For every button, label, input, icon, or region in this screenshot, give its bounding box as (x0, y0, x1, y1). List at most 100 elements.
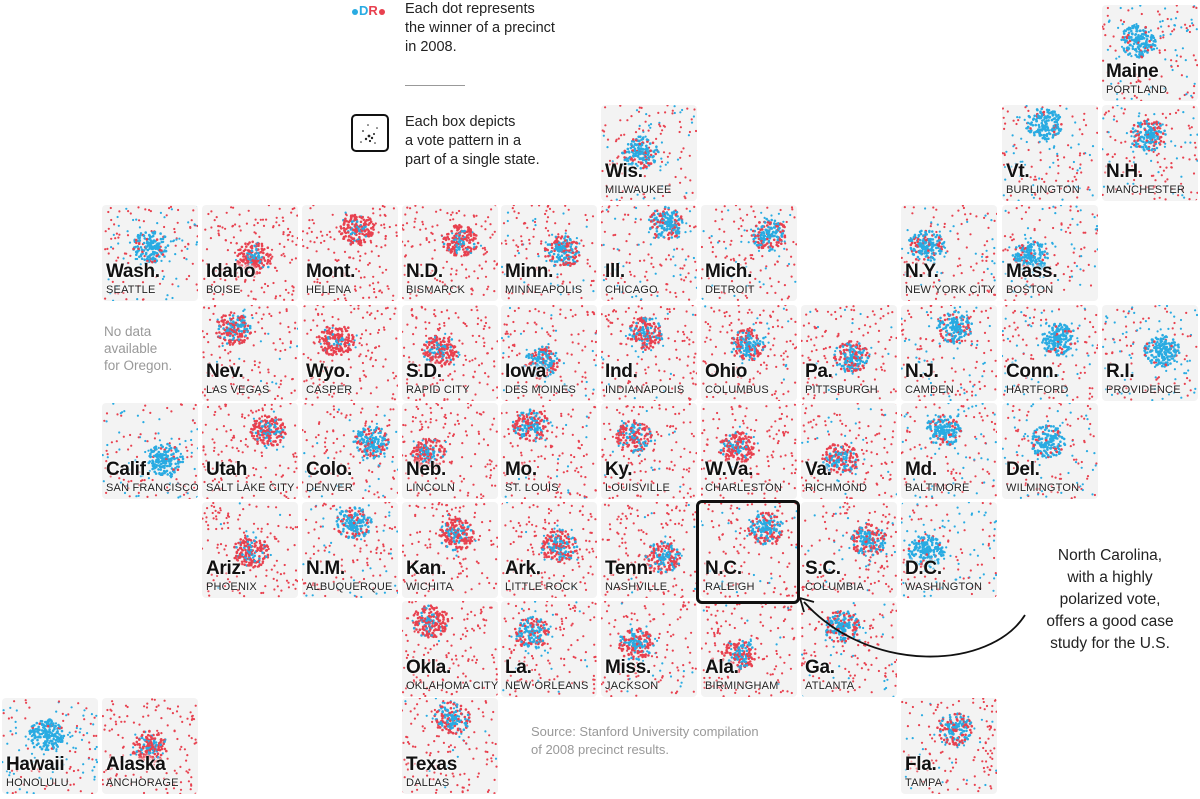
state-name: N.M. (306, 558, 345, 579)
precinct-dots (104, 205, 198, 301)
precinct-dots (302, 403, 398, 499)
city-name: LITTLE ROCK (505, 581, 579, 593)
precinct-dots (601, 205, 697, 301)
precinct-dots (1002, 205, 1098, 301)
annotation-line: North Carolina, (1057, 547, 1163, 564)
state-name: Vt. (1006, 161, 1030, 182)
state-name: Okla. (406, 657, 451, 678)
state-tile: La. NEW ORLEANS (501, 601, 597, 697)
city-name: COLUMBUS (705, 384, 769, 396)
city-name: CHICAGO (605, 284, 658, 296)
state-name: Ala. (705, 657, 739, 678)
state-name: Mass. (1006, 261, 1058, 282)
state-tile: Ariz. PHOENIX (202, 502, 298, 598)
precinct-dots (302, 205, 398, 301)
city-name: COLUMBIA (805, 581, 865, 593)
legend-divider (405, 85, 465, 86)
party-key: DR (351, 3, 386, 18)
state-name: Wyo. (306, 361, 350, 382)
precinct-dots (2, 699, 98, 794)
annotation-arrow-icon (799, 597, 1026, 658)
democrat-dot-icon (352, 8, 358, 15)
box-legend-icon (351, 114, 389, 152)
state-name: Wash. (106, 261, 160, 282)
annotation-line: offers a good case (1046, 613, 1174, 630)
state-tile: Vt. BURLINGTON (1002, 105, 1098, 201)
note-line: available (104, 341, 158, 356)
city-name: BOSTON (1006, 284, 1054, 296)
city-name: PROVIDENCE (1106, 384, 1181, 396)
republican-letter: R (368, 3, 378, 18)
legend-line: a vote pattern in a (405, 133, 522, 149)
city-name: LOUISVILLE (605, 482, 670, 494)
precinct-dots (901, 403, 997, 499)
city-name: CAMDEN (905, 384, 954, 396)
city-name: BURLINGTON (1006, 184, 1080, 196)
state-tile: Wash. SEATTLE (102, 205, 198, 301)
city-name: RICHMOND (805, 482, 868, 494)
city-name: HONOLULU (6, 777, 69, 789)
city-name: BISMARCK (406, 284, 466, 296)
highlight-box (696, 500, 800, 604)
precinct-dots (702, 305, 797, 401)
state-tile: Ky. LOUISVILLE (601, 403, 697, 499)
state-name: Hawaii (6, 754, 65, 775)
precinct-dots (202, 502, 298, 598)
state-name: Colo. (306, 459, 352, 480)
democrat-letter: D (359, 3, 369, 18)
precinct-dots (501, 405, 597, 499)
city-name: SAN FRANCISCO (106, 482, 198, 494)
city-name: ST. LOUIS (505, 482, 559, 494)
city-name: SEATTLE (106, 284, 156, 296)
precinct-dots (601, 601, 697, 697)
precinct-dots (402, 698, 498, 794)
state-tile: Maine PORTLAND (1102, 5, 1198, 101)
source-line: Source: Stanford University compilation (531, 724, 759, 739)
precinct-dots (502, 601, 597, 697)
state-name: N.Y. (905, 261, 939, 282)
city-name: BALTIMORE (905, 482, 970, 494)
state-tile: N.H. MANCHESTER (1102, 105, 1198, 201)
state-tile: S.D. RAPID CITY (402, 305, 498, 401)
state-name: Ga. (805, 657, 835, 678)
state-tile: W.Va. CHARLESTON (701, 403, 797, 499)
precinct-dots (202, 403, 298, 499)
state-name: S.C. (805, 558, 841, 579)
state-name: N.D. (406, 261, 443, 282)
state-name: Miss. (605, 657, 652, 678)
state-name: Ohio (705, 361, 748, 382)
legend-line: Each dot represents (405, 1, 535, 17)
state-tile: Calif. SAN FRANCISCO (102, 403, 198, 499)
city-name: NEW ORLEANS (505, 680, 589, 692)
state-tile: Neb. LINCOLN (402, 403, 498, 499)
city-name: JACKSON (605, 680, 659, 692)
precinct-dots (901, 502, 997, 598)
annotation: North Carolina, with a highly polarized … (1020, 545, 1200, 655)
state-tile: Ohio COLUMBUS (701, 305, 797, 401)
state-name: Idaho (206, 261, 256, 282)
state-tile: Del. WILMINGTON (1002, 403, 1098, 499)
city-name: WASHINGTON (905, 581, 983, 593)
city-name: CHARLESTON (705, 482, 782, 494)
state-name: Minn. (505, 261, 554, 282)
state-tile: N.C. RALEIGH (701, 502, 797, 598)
city-name: TAMPA (905, 777, 943, 789)
city-name: WICHITA (406, 581, 454, 593)
state-tile: Pa. PITTSBURGH (801, 305, 897, 401)
city-name: BIRMINGHAM (705, 680, 779, 692)
republican-dot-icon (378, 8, 385, 15)
state-tile: R.I. PROVIDENCE (1102, 305, 1198, 401)
city-name: MANCHESTER (1106, 184, 1186, 196)
state-name: Conn. (1006, 361, 1059, 382)
state-tile: Mo. ST. LOUIS (501, 403, 597, 499)
city-name: RAPID CITY (406, 384, 470, 396)
annotation-line: with a highly (1067, 569, 1153, 586)
state-name: Ark. (505, 558, 541, 579)
precinct-dots (501, 502, 597, 598)
state-tile: Alaska ANCHORAGE (102, 698, 198, 794)
precinct-dots (1002, 403, 1098, 499)
precinct-dots (402, 502, 498, 597)
box-legend: Each box depicts a vote pattern in a par… (405, 113, 540, 170)
state-tile: N.J. CAMDEN (901, 305, 997, 401)
precinct-dots (102, 698, 198, 794)
